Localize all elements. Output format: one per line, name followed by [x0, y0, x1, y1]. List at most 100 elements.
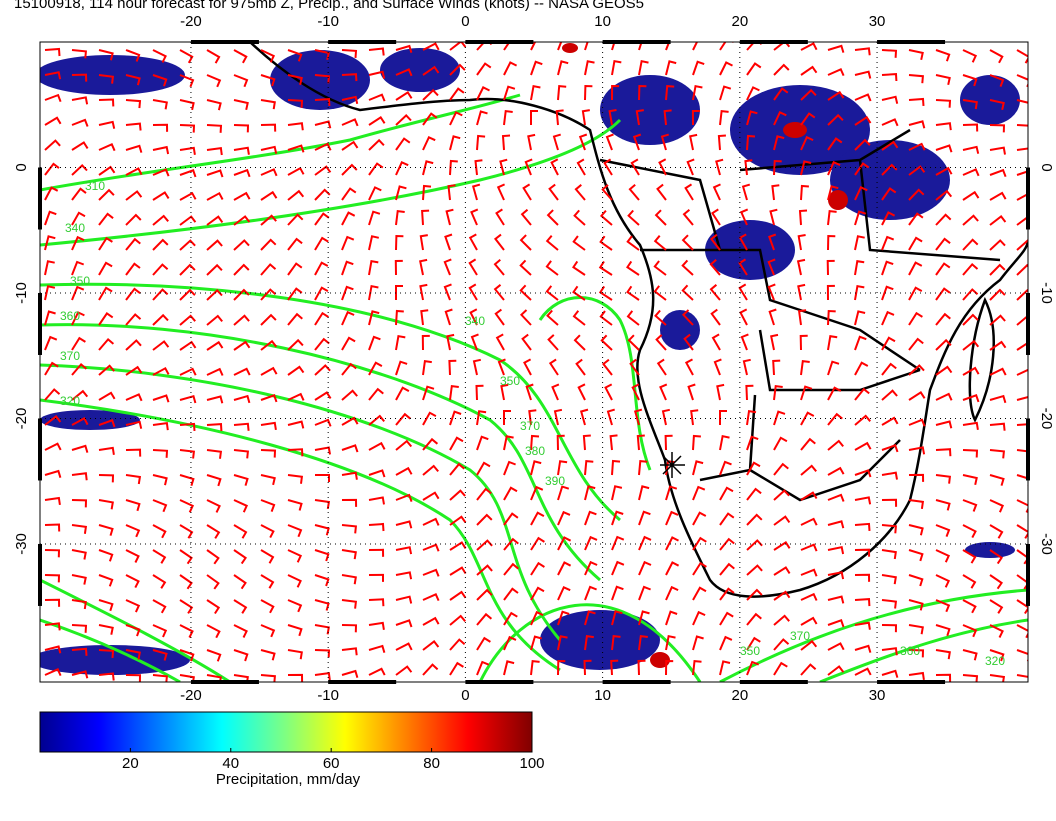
wind-barb [179, 191, 197, 201]
wind-barb [881, 647, 898, 656]
wind-barb [449, 135, 461, 151]
wind-barb [233, 599, 248, 614]
x-tick-label: 10 [594, 687, 611, 704]
wind-barb [125, 74, 141, 86]
wind-barb [71, 647, 88, 656]
wind-barb [260, 238, 277, 251]
wind-barb [444, 233, 453, 251]
wind-barb [314, 188, 331, 201]
wind-barb [576, 158, 586, 176]
wind-barb [881, 669, 899, 678]
wind-barb [98, 337, 115, 351]
wind-barb [658, 158, 667, 176]
wind-barb [449, 489, 466, 501]
wind-barb [395, 68, 413, 77]
wind-barb [800, 184, 809, 201]
contour-label: 350 [740, 644, 760, 658]
wind-barb [1016, 368, 1028, 376]
wind-barb [125, 474, 142, 485]
wind-barb [152, 474, 168, 486]
wind-barb [611, 510, 624, 526]
wind-barb [556, 434, 565, 451]
wind-barb [767, 283, 776, 301]
wind-barb [746, 62, 762, 76]
wind-barb [341, 235, 355, 251]
wind-barb [881, 389, 898, 401]
wind-barb [260, 624, 276, 638]
wind-barb [503, 537, 519, 551]
wind-barb [44, 116, 62, 126]
wind-barb [557, 42, 563, 51]
wind-barb [530, 85, 541, 101]
wind-barb [233, 422, 250, 431]
wind-barb [98, 574, 114, 587]
wind-barb [683, 333, 694, 351]
wind-barb [260, 394, 278, 403]
wind-barb [449, 638, 466, 651]
wind-barb [341, 498, 358, 507]
wind-barb [395, 619, 413, 628]
wind-barb [881, 140, 899, 151]
wind-barb [260, 524, 275, 539]
wind-barb [395, 113, 412, 126]
wind-barb [989, 168, 1007, 178]
wind-barb [827, 493, 845, 502]
wind-barb [962, 238, 979, 251]
wind-barb [476, 513, 493, 526]
wind-barb [314, 337, 330, 351]
wind-barb [715, 158, 724, 176]
wind-barb [1016, 549, 1028, 565]
wind-barb [854, 522, 871, 531]
wind-barb [422, 42, 440, 51]
wind-barb [395, 185, 407, 201]
wind-barb [854, 387, 870, 401]
wind-barb [827, 234, 836, 251]
wind-barb [552, 133, 561, 151]
wind-barb [395, 234, 404, 251]
wind-barb [962, 499, 978, 512]
wind-barb [287, 524, 303, 538]
wind-barb [626, 310, 640, 326]
colorbar-tick-label: 60 [323, 755, 340, 772]
wind-barb [681, 309, 694, 326]
wind-barb [71, 311, 85, 326]
wind-barb [854, 93, 872, 102]
wind-barb [530, 60, 543, 76]
wind-barb [233, 394, 251, 404]
y-tick-label: 0 [13, 163, 30, 171]
wind-barb [179, 499, 195, 513]
wind-barb [314, 286, 329, 301]
wind-barb [368, 469, 386, 478]
wind-barb [71, 670, 89, 679]
wind-barb [881, 187, 897, 201]
wind-barb [179, 146, 196, 155]
wind-barb [44, 310, 56, 326]
wind-barb [557, 561, 572, 576]
wind-barb [287, 213, 304, 226]
wind-barb [598, 285, 613, 301]
wind-barb [395, 595, 413, 604]
wind-barb [637, 659, 646, 676]
contour-label: 370 [60, 349, 80, 363]
wind-barb [152, 449, 169, 458]
wind-barb [719, 435, 730, 451]
wind-barb [800, 112, 816, 126]
wind-barb [638, 84, 647, 101]
wind-barb [908, 499, 925, 510]
wind-barb [260, 49, 276, 63]
wind-barb [573, 334, 586, 351]
wind-barb [665, 510, 679, 526]
wind-barb [314, 574, 330, 587]
wind-barb [935, 338, 952, 351]
wind-barb [503, 562, 519, 576]
wind-barb [599, 310, 613, 326]
wind-barb [692, 485, 706, 501]
contour-label: 340 [65, 221, 85, 235]
wind-barb [287, 237, 303, 251]
wind-barb [719, 460, 732, 476]
x-tick-label: 20 [731, 687, 748, 704]
wind-barb [827, 137, 843, 151]
wind-barb [854, 285, 865, 301]
wind-barb [449, 410, 462, 426]
wind-barb [989, 191, 1007, 201]
